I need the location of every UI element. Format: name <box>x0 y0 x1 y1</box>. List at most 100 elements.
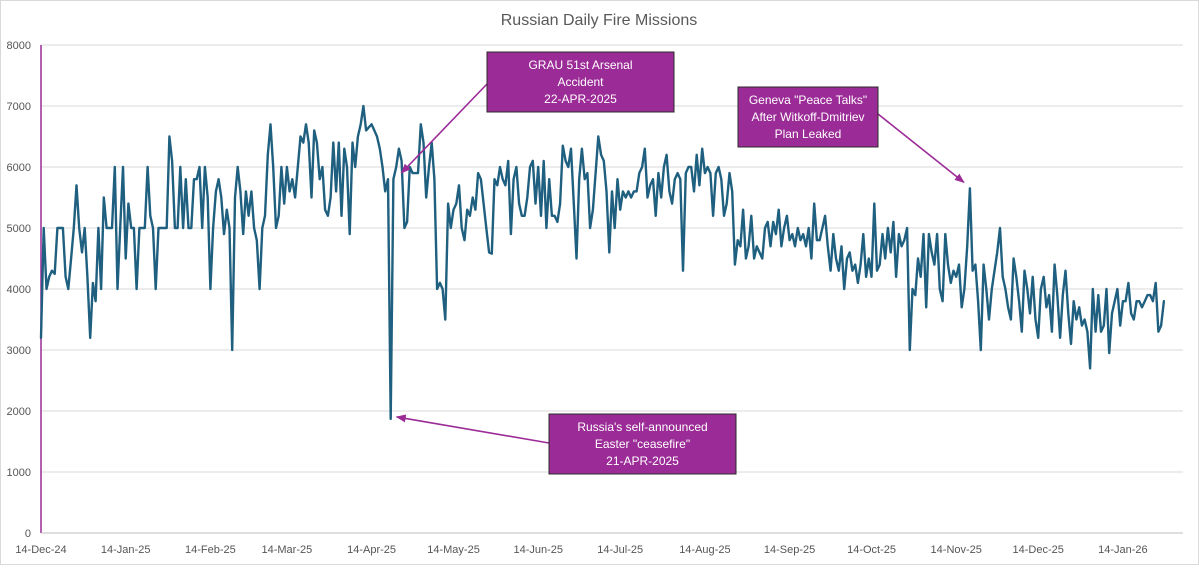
data-point <box>196 178 198 180</box>
data-point <box>1100 331 1102 333</box>
data-point <box>381 166 384 168</box>
data-point <box>693 190 695 192</box>
data-point <box>155 288 157 290</box>
data-point <box>627 190 630 192</box>
x-tick-label: 14-Jan-26 <box>1098 544 1148 556</box>
data-point <box>646 196 649 199</box>
data-point <box>652 178 654 180</box>
data-point <box>157 227 160 229</box>
data-point <box>556 221 559 223</box>
data-point <box>70 257 72 260</box>
data-point <box>477 172 479 174</box>
data-point <box>324 209 326 211</box>
data-point <box>147 166 149 168</box>
data-point <box>974 264 977 266</box>
annotation-arrow <box>400 83 488 174</box>
data-point <box>308 142 310 144</box>
data-point <box>275 227 277 229</box>
data-point <box>409 166 411 168</box>
data-point <box>269 123 272 125</box>
data-point <box>906 227 908 229</box>
x-tick-label: 14-Aug-25 <box>679 544 730 556</box>
data-point <box>846 257 848 260</box>
data-point <box>797 227 799 229</box>
data-point <box>379 148 381 150</box>
data-point <box>92 282 94 284</box>
data-point <box>1078 306 1080 308</box>
data-point <box>682 270 684 272</box>
data-point <box>674 178 676 180</box>
data-point <box>745 257 747 260</box>
data-point <box>671 203 673 205</box>
data-point <box>1084 318 1086 321</box>
data-point <box>611 190 613 192</box>
data-point <box>119 227 121 229</box>
data-point <box>955 276 957 278</box>
data-point <box>45 288 48 290</box>
data-point <box>985 288 987 290</box>
data-point <box>463 239 466 241</box>
data-point <box>666 154 668 156</box>
data-point <box>1048 294 1050 296</box>
data-point <box>545 227 548 229</box>
data-point <box>901 245 903 247</box>
data-point <box>187 227 190 229</box>
annotation-easter-ceasefire: Russia's self-announced Easter "ceasefire… <box>395 413 737 475</box>
data-point <box>933 264 936 266</box>
data-point <box>534 203 537 205</box>
data-point <box>310 196 313 199</box>
annotation-grau-arsenal: GRAU 51st Arsenal Accident 22-APR-2025 <box>400 51 675 174</box>
data-point <box>950 282 952 284</box>
data-point <box>491 253 493 255</box>
data-point <box>600 154 602 156</box>
data-point <box>789 239 791 241</box>
data-point <box>190 227 192 229</box>
data-point <box>226 209 228 211</box>
data-point <box>133 227 135 229</box>
data-point <box>1160 325 1162 327</box>
data-point <box>289 190 291 192</box>
data-point <box>939 288 941 290</box>
data-point <box>1146 294 1149 296</box>
data-point <box>496 184 498 186</box>
data-point <box>177 227 179 229</box>
data-point <box>977 300 979 302</box>
data-point <box>843 288 845 290</box>
data-point <box>1144 300 1146 302</box>
data-point <box>62 227 64 229</box>
data-point <box>690 166 692 168</box>
data-point <box>111 227 113 229</box>
data-point <box>914 294 916 296</box>
data-point <box>911 288 914 290</box>
data-point <box>469 215 471 217</box>
data-point <box>865 276 867 278</box>
data-point <box>1059 337 1061 339</box>
data-point <box>108 227 110 229</box>
data-point <box>458 184 460 186</box>
data-point <box>868 257 870 260</box>
data-point <box>332 142 334 144</box>
data-point <box>371 123 373 125</box>
data-point <box>581 148 583 150</box>
annotation-arrow <box>877 113 965 183</box>
annotation-geneva-talks: Geneva "Peace Talks" After Witkoff-Dmitri… <box>737 86 965 183</box>
data-point <box>707 166 709 168</box>
data-point <box>660 196 662 199</box>
data-point <box>810 257 813 260</box>
data-point <box>761 257 763 260</box>
data-point <box>597 135 599 138</box>
data-point <box>149 215 151 217</box>
data-point <box>321 166 323 168</box>
data-point <box>1152 300 1154 302</box>
data-point <box>502 178 504 180</box>
data-point <box>605 190 608 192</box>
data-point <box>390 418 392 420</box>
data-point <box>267 154 269 156</box>
data-point <box>1002 276 1004 278</box>
data-point <box>239 190 241 192</box>
annotation-text: 21-APR-2025 <box>606 454 679 468</box>
data-point <box>198 166 201 168</box>
data-point <box>554 215 556 217</box>
data-point <box>679 178 681 180</box>
